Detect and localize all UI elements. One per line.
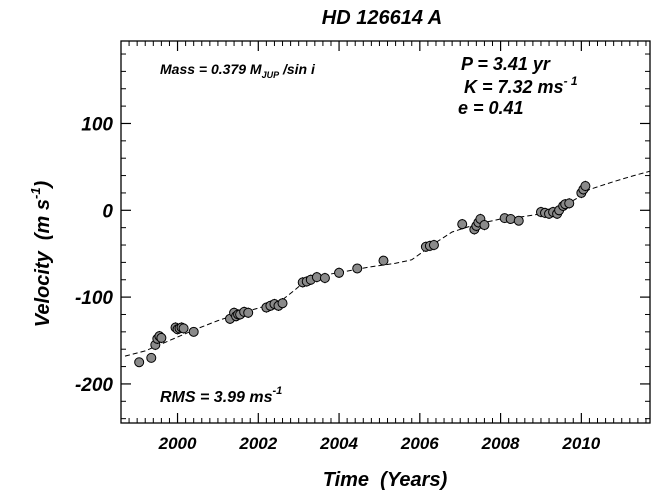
annotation-rms-main: RMS = 3.99 ms — [160, 389, 273, 406]
x-tick-label: 2004 — [319, 434, 358, 453]
x-tick-label: 2000 — [158, 434, 197, 453]
data-point — [513, 215, 524, 226]
annotation-rms: RMS = 3.99 ms-1 — [160, 385, 282, 406]
y-axis-label: Velocity (m s-1) — [28, 180, 54, 327]
data-point — [334, 267, 345, 278]
data-point — [580, 180, 591, 191]
annotation-mass-tail: /sin i — [279, 61, 316, 77]
y-tick-label: -100 — [75, 288, 113, 309]
data-point — [243, 307, 254, 318]
annotation-eccentricity: e = 0.41 — [458, 98, 524, 118]
annotation-mass-main: Mass = 0.379 M — [160, 61, 262, 77]
data-point — [156, 332, 167, 343]
x-axis-label: Time (Years) — [323, 469, 448, 491]
y-tick-label: 100 — [81, 114, 113, 135]
x-tick-label: 2008 — [481, 434, 520, 453]
data-point — [428, 240, 439, 251]
annotation-mass: Mass = 0.379 MJUP /sin i — [160, 61, 316, 80]
x-tick-label: 2010 — [561, 434, 600, 453]
x-tick-label: 2006 — [400, 434, 439, 453]
data-point — [378, 255, 389, 266]
y-axis-label-sup: -1 — [28, 187, 43, 199]
annotation-mass-sub: JUP — [262, 70, 281, 80]
data-point — [134, 357, 145, 368]
annotation-period: P = 3.41 yr — [461, 54, 551, 74]
x-tick-label: 2002 — [238, 434, 277, 453]
data-point — [479, 220, 490, 231]
data-point — [319, 273, 330, 284]
data-point — [188, 326, 199, 337]
data-point — [311, 272, 322, 283]
data-point — [564, 198, 575, 209]
y-axis-label-close: ) — [32, 180, 54, 189]
data-point — [146, 352, 157, 363]
data-point — [457, 219, 468, 230]
plot-frame — [120, 40, 651, 424]
plot-layer: 2000 2002 2004 2006 2008 2010 -200 -100 0 100 — [75, 40, 651, 453]
annotation-amplitude: K = 7.32 ms- 1 — [464, 74, 578, 97]
y-tick-label: 0 — [102, 201, 113, 222]
data-point — [352, 263, 363, 274]
annotation-amplitude-sup: - 1 — [564, 74, 578, 88]
y-axis-label-main: Velocity (m s — [32, 199, 54, 327]
data-point — [178, 323, 189, 334]
data-point — [505, 213, 516, 224]
annotation-rms-sup: -1 — [273, 385, 283, 397]
annotation-amplitude-main: K = 7.32 ms — [464, 77, 564, 97]
chart-title: HD 126614 A — [322, 7, 442, 29]
y-tick-label: -200 — [75, 375, 113, 396]
data-point — [277, 298, 288, 309]
